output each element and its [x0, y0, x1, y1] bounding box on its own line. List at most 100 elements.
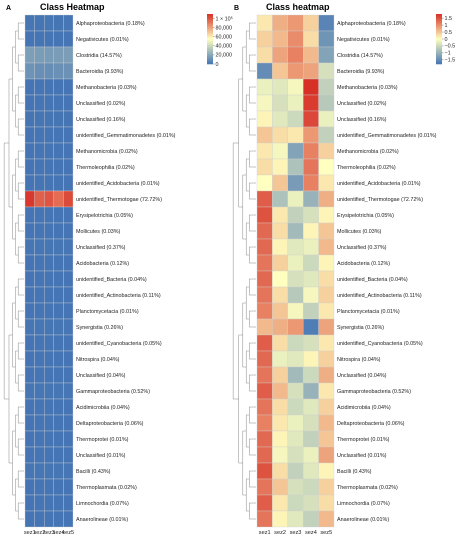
heatmap-cell	[63, 430, 74, 448]
heatmap-cell	[318, 510, 335, 528]
heatmap-cell	[256, 302, 273, 320]
heatmap-cell	[34, 14, 45, 32]
heatmap-cell	[256, 494, 273, 512]
heatmap-cell	[303, 14, 319, 32]
heatmap-cell	[256, 462, 273, 480]
heatmap-cell	[44, 62, 54, 80]
heatmap-cell	[256, 30, 273, 48]
legend-swatch	[207, 15, 213, 17]
legend-swatch	[436, 52, 442, 55]
dendrogram-branch	[15, 158, 19, 192]
heatmap-cell	[34, 318, 45, 336]
heatmap-cell	[303, 78, 319, 96]
heatmap-cell	[287, 382, 304, 400]
heatmap-cell	[256, 238, 273, 256]
heatmap-cell	[303, 30, 319, 48]
heatmap-cell	[44, 94, 54, 112]
dendrogram-branch	[245, 414, 250, 448]
heatmap-cell	[256, 14, 273, 32]
heatmap-cell	[34, 366, 45, 384]
row-label: Anaerolineae (0.01%)	[337, 517, 389, 523]
heatmap-cell	[63, 270, 74, 288]
heatmap-cell	[34, 302, 45, 320]
row-label: unidentified_Acidobacteria (0.01%)	[76, 181, 160, 187]
dendrogram-branch	[15, 286, 19, 320]
heatmap-cell	[272, 174, 288, 192]
row-label: Bacteroidia (9.93%)	[76, 69, 124, 75]
legend-swatch	[436, 51, 442, 54]
legend-swatch	[207, 55, 213, 57]
dendrogram-branch	[238, 78, 243, 208]
heatmap-cell	[53, 174, 64, 192]
heatmap-cell	[318, 494, 335, 512]
heatmap-cell	[256, 126, 273, 144]
legend-swatch	[436, 35, 442, 37]
heatmap-cell	[34, 110, 45, 128]
dendrogram-branch	[249, 182, 256, 200]
heatmap-cell	[272, 78, 288, 96]
heatmap-cell	[256, 478, 273, 496]
row-label: Planctomycetacia (0.01%)	[337, 309, 400, 315]
dendrogram-branch	[249, 342, 256, 360]
heatmap-cell	[256, 366, 273, 384]
row-label: Erysipelotrichia (0.05%)	[337, 213, 394, 219]
row-label: Thermoleophilia (0.02%)	[76, 165, 135, 171]
heatmap-cell	[272, 334, 288, 352]
heatmap-cell	[44, 142, 54, 160]
dendrogram-branch	[245, 350, 250, 384]
row-label: Thermoprotei (0.01%)	[76, 437, 129, 443]
heatmap-cell	[53, 286, 64, 304]
heatmap-cell	[63, 398, 74, 416]
heatmap-cell	[53, 398, 64, 416]
legend-swatch	[207, 20, 213, 22]
heatmap-cell	[44, 14, 54, 32]
panel-letter: B	[234, 5, 239, 12]
heatmap-cell	[287, 494, 304, 512]
heatmap-cell	[44, 334, 54, 352]
heatmap-cell	[24, 510, 35, 528]
row-label: Mollicutes (0.03%)	[76, 229, 121, 235]
heatmap-cell	[318, 286, 335, 304]
row-label: unidentified_Cyanobacteria (0.05%)	[76, 341, 162, 347]
dendrogram-branch	[17, 470, 24, 488]
heatmap-cell	[287, 78, 304, 96]
heatmap-cell	[63, 62, 74, 80]
row-label: Thermoprotei (0.01%)	[337, 437, 390, 443]
heatmap-cell	[318, 366, 335, 384]
legend-swatch	[207, 49, 213, 51]
legend-tick-label: 1	[445, 23, 448, 29]
dendrogram-branch	[15, 414, 19, 448]
legend-swatch	[207, 27, 213, 30]
legend-tick-label: −0.5	[445, 44, 456, 50]
dendrogram-branch	[249, 502, 256, 520]
legend-swatch	[436, 31, 442, 34]
heatmap-cell	[318, 62, 335, 80]
heatmap-cell	[256, 382, 273, 400]
legend-swatch	[436, 55, 442, 57]
heatmap-cell	[287, 334, 304, 352]
panel-letter: A	[6, 5, 11, 12]
chart-title: Class heatmap	[266, 2, 330, 12]
heatmap-cell	[63, 126, 74, 144]
heatmap-cell	[34, 78, 45, 96]
heatmap-cell	[303, 494, 319, 512]
heatmap-cell	[303, 478, 319, 496]
heatmap-cell	[287, 462, 304, 480]
row-label: Anaerolineae (0.01%)	[76, 517, 128, 523]
heatmap-cell	[24, 206, 35, 224]
heatmap-cell	[303, 414, 319, 432]
heatmap-cell	[34, 142, 45, 160]
heatmap-cell	[287, 350, 304, 368]
heatmap-cell	[272, 494, 288, 512]
heatmap-cell	[318, 206, 335, 224]
heatmap-cell	[303, 462, 319, 480]
legend-swatch	[436, 17, 442, 20]
heatmap-cell	[53, 414, 64, 432]
heatmap-cell	[44, 414, 54, 432]
legend-swatch	[436, 54, 442, 56]
heatmap-cell	[287, 510, 304, 528]
dendrogram-branch	[245, 94, 250, 128]
row-label: unidentified_Actinobacteria (0.11%)	[337, 293, 422, 299]
heatmap-cell	[303, 238, 319, 256]
heatmap-cell	[63, 238, 74, 256]
